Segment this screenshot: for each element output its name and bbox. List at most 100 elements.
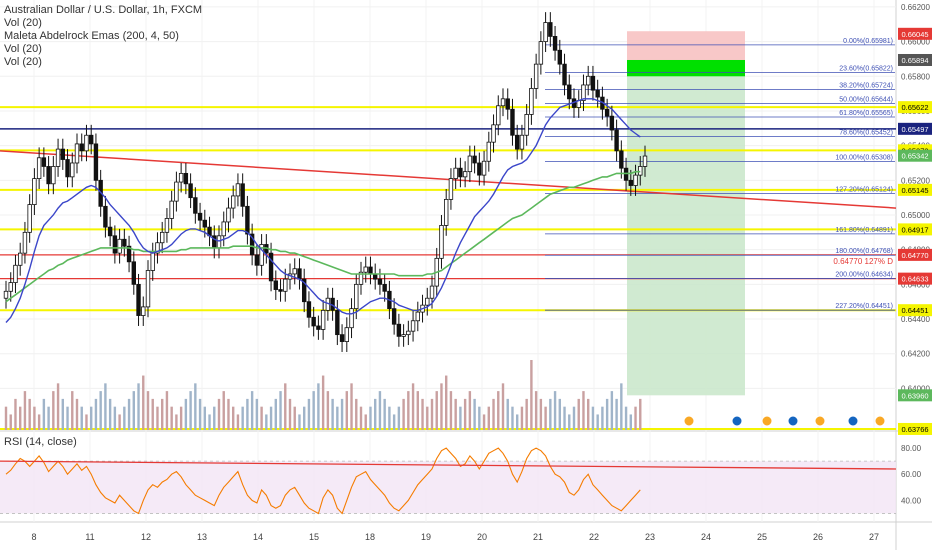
fib-level-label: 23.60%(0.65822): [839, 65, 893, 72]
fib-level-label: 61.80%(0.65565): [839, 110, 893, 117]
fib-level-label: 78.60%(0.65452): [839, 130, 893, 137]
price-badge-label: 0.63766: [901, 425, 928, 434]
candle-body: [301, 278, 307, 303]
volume-bar: [596, 414, 599, 430]
candle-body: [292, 268, 297, 275]
candle-body: [164, 218, 170, 233]
candle-body: [84, 134, 89, 152]
volume-bar: [572, 406, 576, 430]
chart-legend: Australian Dollar / U.S. Dollar, 1h, FXC…: [4, 4, 202, 69]
x-tick-label: 26: [813, 532, 823, 542]
candle-body: [112, 235, 118, 254]
candle-body: [89, 134, 94, 145]
rsi-legend: RSI (14, close): [4, 436, 77, 448]
candle-body: [17, 252, 23, 266]
volume-bar: [445, 375, 448, 430]
x-tick-label: 25: [757, 532, 767, 542]
candle-body: [174, 181, 179, 202]
volume-bar: [85, 414, 88, 430]
x-tick-label: 14: [253, 532, 263, 542]
volume-bar: [99, 391, 102, 430]
event-flag-icon: [761, 415, 773, 427]
volume-bar: [217, 398, 221, 430]
volume-bar: [75, 398, 79, 430]
volume-bar: [340, 398, 344, 430]
volume-bar: [369, 406, 372, 430]
volume-bar: [350, 383, 353, 430]
candle-body: [529, 88, 534, 115]
price-badge: [898, 272, 932, 285]
candle-body: [354, 283, 359, 310]
y-tick-label: 0.64600: [901, 280, 930, 289]
volume-bar: [440, 383, 443, 430]
volume-bar: [411, 383, 415, 430]
volume-bar: [378, 391, 382, 430]
candle-body: [311, 316, 316, 327]
volume-bar: [459, 406, 462, 430]
candle-body: [202, 219, 207, 228]
price-badge-label: 0.64633: [901, 275, 928, 284]
volume-bar: [28, 398, 31, 430]
candle-body: [36, 157, 42, 179]
y-tick-label: 0.66200: [901, 3, 930, 12]
event-flag-icon: [847, 415, 859, 427]
volume-bar: [577, 398, 580, 430]
candle-body: [193, 197, 198, 214]
fib-level-label: 127.20%(0.65124): [835, 187, 893, 194]
candle-body: [117, 238, 122, 254]
candle-body: [543, 22, 548, 43]
x-tick-label: 24: [701, 532, 711, 542]
study-label: Vol (20): [4, 56, 42, 68]
volume-bar: [198, 398, 202, 430]
volume-bar: [132, 391, 135, 430]
candle-body: [278, 289, 283, 292]
candle-body: [259, 244, 264, 266]
candle-body: [297, 268, 302, 280]
candle-body: [472, 155, 477, 164]
candle-body: [93, 143, 99, 181]
volume-bar: [113, 406, 117, 430]
candle-body: [103, 205, 108, 228]
price-badge: [898, 101, 932, 114]
volume-bar: [175, 414, 178, 430]
y-tick-label: 0.65800: [901, 72, 930, 81]
volume-bar: [407, 391, 410, 430]
volume-bar: [52, 391, 55, 430]
volume-bar: [161, 398, 164, 430]
candle-body: [467, 155, 473, 173]
volume-bar: [312, 391, 315, 430]
candle-body: [65, 159, 70, 178]
candle-body: [349, 308, 354, 329]
volume-bar: [605, 398, 609, 430]
volume-bar: [33, 406, 36, 430]
x-tick-label: 15: [309, 532, 319, 542]
fib-level-label: 0.00%(0.65981): [843, 38, 893, 45]
volume-bar: [189, 391, 192, 430]
candle-body: [197, 212, 203, 221]
candle-body: [590, 75, 596, 91]
volume-bar: [227, 398, 230, 430]
x-tick-label: 22: [589, 532, 599, 542]
volume-bar: [284, 383, 287, 430]
candle-body: [425, 297, 430, 306]
candle-body: [496, 105, 501, 126]
volume-bar: [539, 398, 543, 430]
volume-bar: [298, 414, 301, 430]
volume-bar: [326, 391, 330, 430]
volume-bar: [269, 406, 273, 430]
candle-body: [79, 143, 84, 152]
price-badge: [898, 183, 932, 196]
volume-bar: [203, 406, 206, 430]
price-badge: [898, 248, 932, 261]
volume-bar: [530, 360, 533, 430]
candle-body: [581, 84, 586, 101]
price-badge: [898, 122, 932, 135]
candle-body: [46, 166, 51, 185]
volume-bar: [184, 398, 188, 430]
volume-bar: [71, 391, 74, 430]
volume-bar: [563, 406, 566, 430]
price-badge: [898, 223, 932, 236]
volume-bar: [639, 398, 642, 430]
price-badge-label: 0.64917: [901, 225, 928, 234]
